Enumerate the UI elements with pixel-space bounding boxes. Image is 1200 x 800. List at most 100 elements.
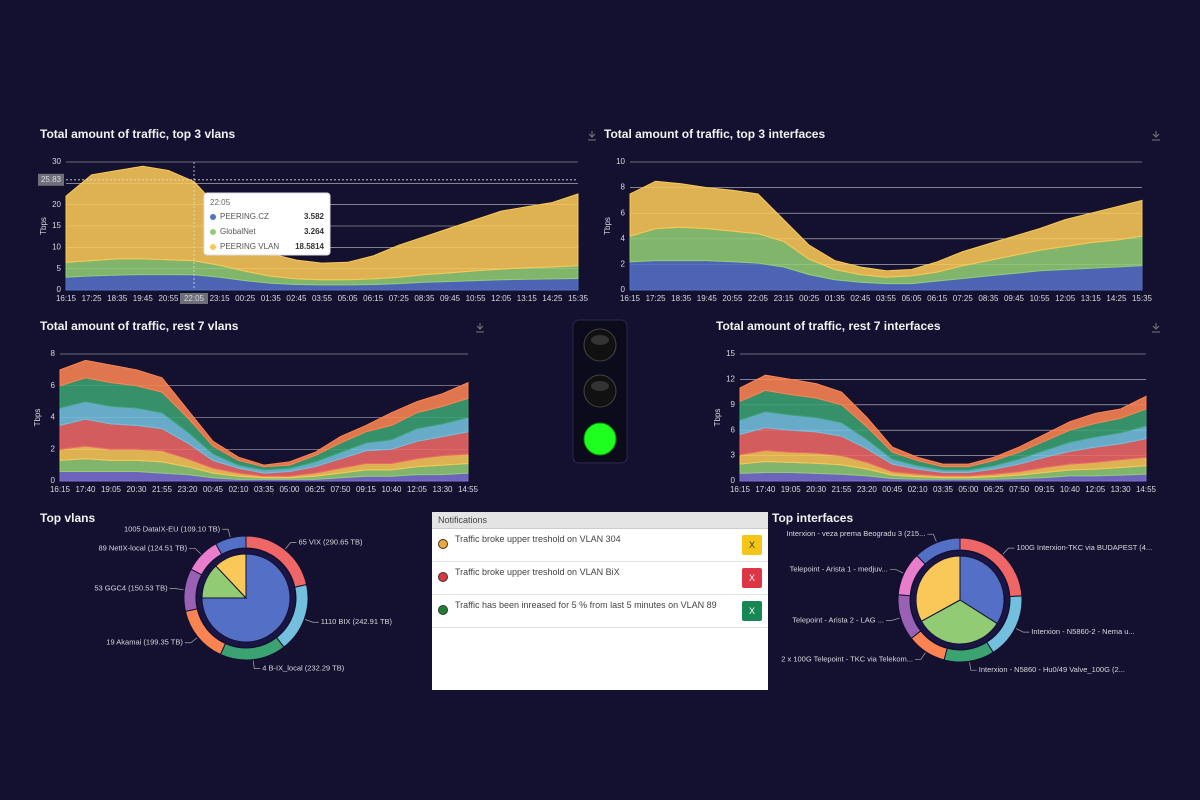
x-tick-label: 10:55 <box>1030 294 1051 303</box>
x-tick-label: 13:15 <box>1081 294 1102 303</box>
dismiss-button[interactable]: X <box>742 535 762 555</box>
x-tick-label: 17:40 <box>75 485 96 494</box>
download-icon[interactable] <box>1152 131 1160 141</box>
label-line <box>169 588 184 591</box>
x-tick-label: 02:10 <box>228 485 249 494</box>
x-tick-label: 15:35 <box>568 294 589 303</box>
x-tick-label: 09:45 <box>440 294 461 303</box>
slice-label: Interxion - N5860 - Hu0/49 Valve_100G (2… <box>979 665 1125 674</box>
x-tick-label: 16:15 <box>56 294 77 303</box>
tooltip-series-name: PEERING.CZ <box>220 212 269 221</box>
x-tick-label: 03:35 <box>254 485 275 494</box>
tooltip: 22:05 PEERING.CZ 3.582 GlobalNet 3.264 PEERIN… <box>203 192 331 256</box>
x-tick-label: 19:45 <box>133 294 154 303</box>
label-line <box>252 660 261 669</box>
x-tick-label: 22:05 <box>748 294 769 303</box>
notification-text: Traffic has been inreased for 5 % from l… <box>455 600 717 610</box>
y-tick-label: 8 <box>621 183 626 192</box>
x-tick-label: 19:45 <box>697 294 718 303</box>
light-reflection <box>591 335 609 345</box>
light-reflection <box>591 381 609 391</box>
donut-slice <box>916 537 961 565</box>
x-tick-label: 07:25 <box>953 294 974 303</box>
x-tick-label: 19:05 <box>101 485 122 494</box>
slice-label: 53 GGC4 (150.53 TB) <box>94 584 168 593</box>
dismiss-button[interactable]: X <box>742 568 762 588</box>
x-tick-label: 20:55 <box>158 294 179 303</box>
x-tick-label: 07:50 <box>330 485 351 494</box>
area-band <box>59 359 469 468</box>
x-tick-label: 17:25 <box>82 294 103 303</box>
tooltip-value: 18.5814 <box>295 242 324 251</box>
chart-title: Total amount of traffic, top 3 interface… <box>604 127 825 141</box>
chart-title: Total amount of traffic, rest 7 vlans <box>40 319 239 333</box>
donut-slice <box>201 553 291 643</box>
x-tick-label: 00:45 <box>203 485 224 494</box>
light-green-on <box>583 422 617 456</box>
notifications-title: Notifications <box>432 512 768 529</box>
download-icon[interactable] <box>1152 323 1160 333</box>
y-tick-label: 0 <box>731 476 736 485</box>
chart-title: Total amount of traffic, rest 7 interfac… <box>716 319 941 333</box>
y-tick-label: 6 <box>51 381 56 390</box>
donut-slice <box>215 535 247 555</box>
x-tick-label: 03:35 <box>933 485 954 494</box>
x-tick-label: 17:40 <box>755 485 776 494</box>
x-tick-label: 03:55 <box>876 294 897 303</box>
x-tick-label: 00:45 <box>882 485 903 494</box>
x-tick-label: 05:00 <box>958 485 979 494</box>
x-tick-label: 13:15 <box>517 294 538 303</box>
y-tick-label: 0 <box>51 476 56 485</box>
slice-label: 100G Interxion-TKC via BUDAPEST (4... <box>1016 543 1152 552</box>
y-tick-label: 3 <box>731 451 736 460</box>
label-line <box>222 528 231 538</box>
notification: Traffic broke upper treshold on VLAN 304… <box>432 529 768 562</box>
chart-title: Top interfaces <box>772 511 853 525</box>
x-tick-label: 20:55 <box>722 294 743 303</box>
y-tick-label: 4 <box>51 413 56 422</box>
download-icon[interactable] <box>588 131 596 141</box>
x-tick-label: 01:35 <box>825 294 846 303</box>
chart-title: Top vlans <box>40 511 95 525</box>
slice-label: 4 B-IX_local (232.29 TB) <box>262 664 344 673</box>
x-tick-label: 14:55 <box>458 485 479 494</box>
download-icons[interactable] <box>476 131 1160 333</box>
crosshair-label-box <box>38 173 64 186</box>
y-tick-label: 6 <box>731 425 736 434</box>
slice-label: Interxion - veza prema Beogradu 3 (215..… <box>787 529 926 538</box>
tooltip-series-name: GlobalNet <box>220 227 256 236</box>
y-tick-label: 20 <box>52 200 61 209</box>
donut-slice <box>215 553 247 600</box>
x-tick-label: 22:05 <box>184 294 205 303</box>
x-tick-label: 06:25 <box>984 485 1005 494</box>
label-line <box>969 662 977 671</box>
slice-label: 19 Akamai (199.35 TB) <box>106 638 183 647</box>
y-axis-label: Tbps <box>713 409 722 427</box>
notifications-panel: Notifications Traffic broke upper tresho… <box>432 512 768 690</box>
y-tick-label: 2 <box>621 260 626 269</box>
tooltip-dot <box>210 214 216 220</box>
label-line <box>1002 547 1015 555</box>
y-tick-label: 30 <box>52 157 61 166</box>
download-icon[interactable] <box>476 323 484 333</box>
x-tick-label: 12:05 <box>407 485 428 494</box>
tooltip-title: 22:05 <box>210 198 231 207</box>
y-tick-label: 5 <box>57 264 62 273</box>
x-tick-label: 10:40 <box>1060 485 1081 494</box>
label-line <box>1016 628 1030 633</box>
y-tick-label: 15 <box>726 349 735 358</box>
x-hover-label-box <box>180 293 208 304</box>
x-tick-label: 23:15 <box>774 294 795 303</box>
x-tick-label: 02:45 <box>286 294 307 303</box>
x-tick-label: 18:35 <box>671 294 692 303</box>
x-tick-label: 20:30 <box>126 485 147 494</box>
status-dot <box>438 572 448 582</box>
dismiss-button[interactable]: X <box>742 601 762 621</box>
area-band <box>629 180 1143 278</box>
y-tick-label: 4 <box>621 234 626 243</box>
y-tick-label: 15 <box>52 221 61 230</box>
x-tick-label: 23:20 <box>857 485 878 494</box>
x-tick-label: 12:05 <box>491 294 512 303</box>
